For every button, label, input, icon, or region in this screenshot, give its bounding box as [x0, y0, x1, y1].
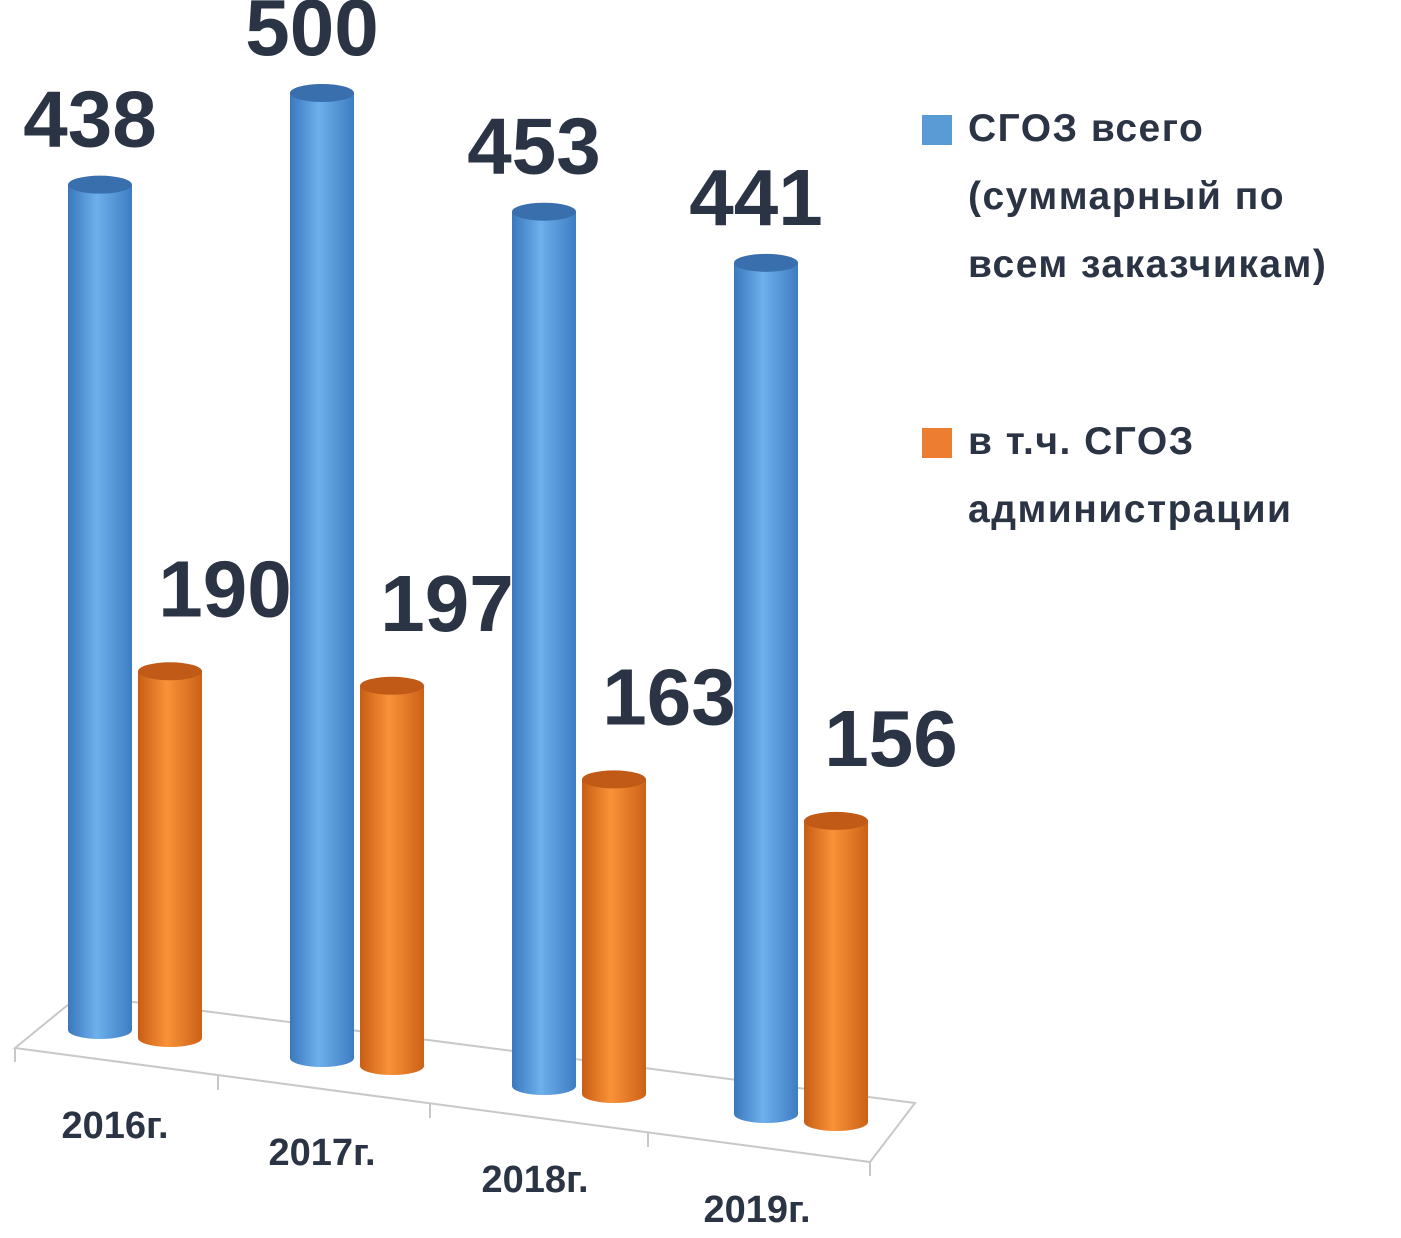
data-label: 500 — [245, 0, 378, 72]
legend-label: в т.ч. СГОЗ администрации — [968, 420, 1293, 531]
floor — [12, 993, 917, 1164]
bar-top — [360, 676, 424, 695]
x-tick-label: 2018г. — [481, 1159, 588, 1201]
bar-base — [360, 1057, 424, 1075]
x-tick-label: 2016г. — [61, 1105, 168, 1147]
bar-top — [290, 84, 354, 102]
bar-base — [734, 1105, 798, 1123]
bar-base — [290, 1049, 354, 1067]
bar — [68, 184, 132, 1030]
legend-label: СГОЗ всего (суммарный по всем заказчикам… — [968, 107, 1328, 286]
bar — [360, 685, 424, 1066]
data-label: 441 — [689, 153, 822, 242]
bar-top — [512, 202, 576, 221]
data-label: 156 — [824, 694, 957, 783]
bar — [804, 820, 868, 1122]
bar-top — [68, 175, 132, 194]
bar — [138, 671, 202, 1038]
bar — [290, 93, 354, 1058]
bar-top — [804, 811, 868, 830]
bar — [734, 262, 798, 1114]
bar — [512, 211, 576, 1086]
bar — [582, 779, 646, 1094]
legend-swatch — [922, 428, 952, 458]
bar-base — [68, 1021, 132, 1039]
legend-entry: СГОЗ всего (суммарный по всем заказчикам… — [920, 95, 1398, 299]
legend-entry: в т.ч. СГОЗ администрации — [920, 408, 1398, 544]
data-label: 190 — [158, 544, 291, 633]
bar-base — [138, 1029, 202, 1047]
legend-swatch — [922, 115, 952, 145]
x-tick-label: 2019г. — [703, 1189, 810, 1231]
bar-base — [804, 1113, 868, 1131]
x-tick-label: 2017г. — [268, 1132, 375, 1174]
bar-top — [582, 770, 646, 789]
data-label: 438 — [23, 75, 156, 164]
bar-top — [138, 662, 202, 681]
data-label: 453 — [467, 102, 600, 191]
bar-base — [582, 1085, 646, 1103]
data-label: 197 — [380, 559, 513, 648]
data-label: 163 — [602, 652, 735, 741]
bar-base — [512, 1077, 576, 1095]
bar-top — [734, 253, 798, 272]
